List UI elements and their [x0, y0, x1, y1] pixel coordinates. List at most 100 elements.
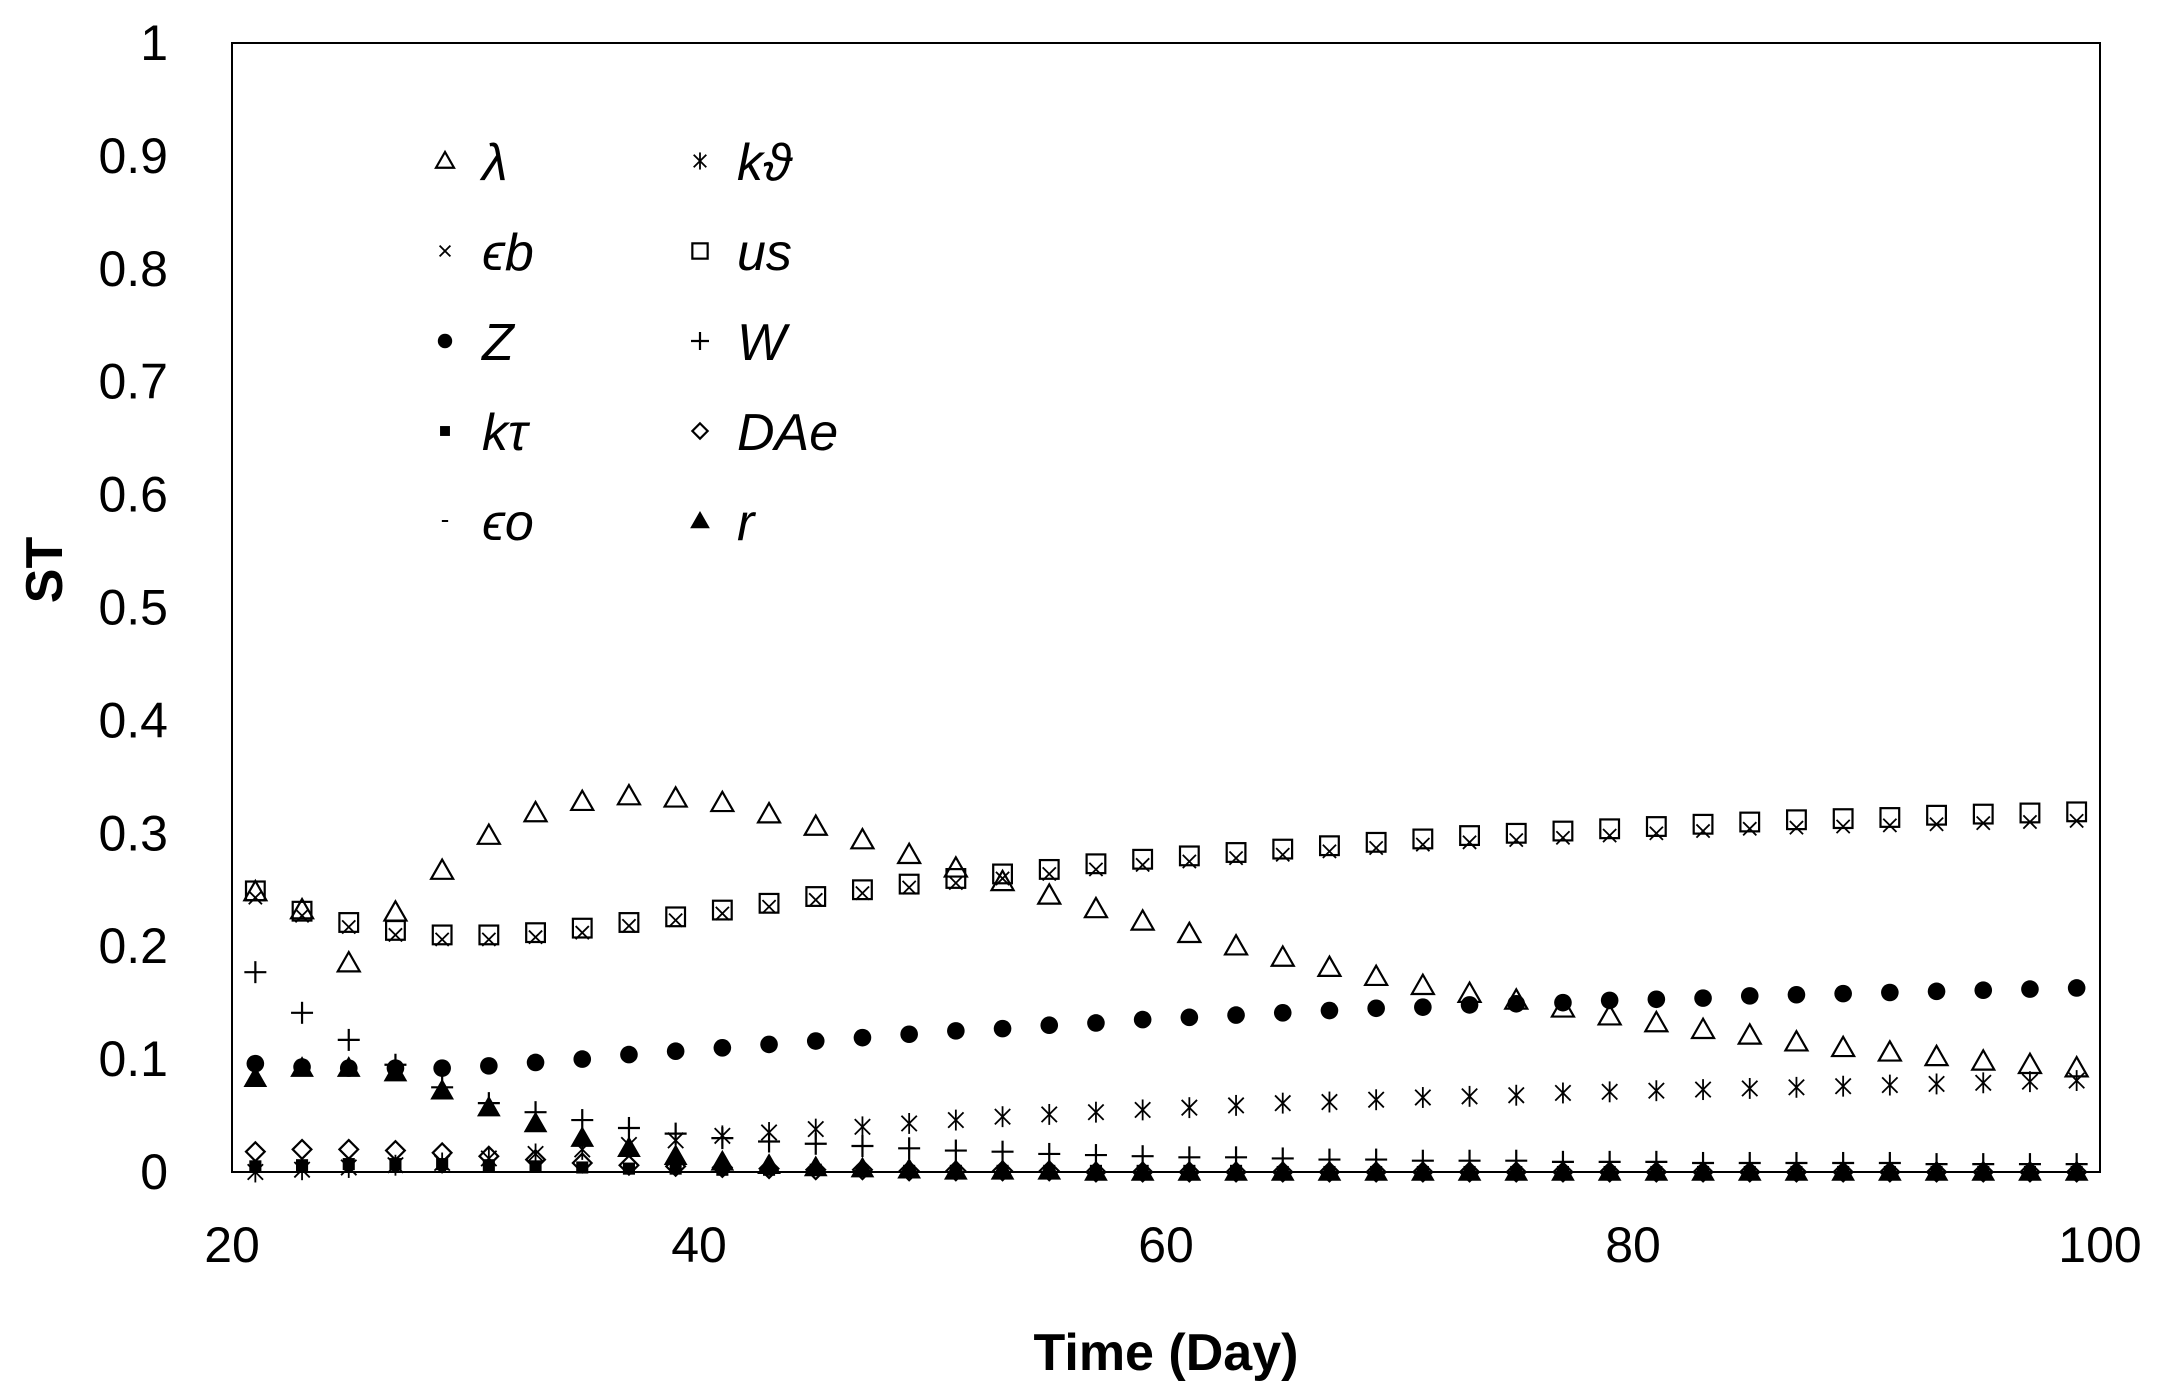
- x-tick-label: 60: [1138, 1217, 1194, 1273]
- data-point: [1974, 981, 1993, 1000]
- data-point: [1785, 809, 1807, 831]
- data-point: [808, 892, 823, 908]
- y-tick-label: 0.8: [98, 241, 168, 297]
- data-point: [476, 1095, 501, 1117]
- data-point: [524, 1148, 547, 1171]
- y-axis-ticks: 0 0.1 0.2 0.3 0.4 0.5 0.6 0.7 0.8 0.9 1: [98, 15, 168, 1200]
- data-point: [1925, 1161, 1948, 1183]
- data-point: [1876, 1039, 1903, 1062]
- data-point: [1365, 831, 1387, 853]
- data-point: [620, 1045, 638, 1064]
- data-point: [1176, 920, 1203, 944]
- data-point: [526, 1053, 545, 1072]
- y-tick-label: 0.7: [98, 354, 168, 410]
- data-point: [1461, 1085, 1478, 1107]
- legend-label: λ: [479, 134, 508, 192]
- data-point: [616, 782, 642, 806]
- data-point: [989, 868, 1016, 892]
- data-point: [617, 1116, 640, 1139]
- data-point: [1130, 1159, 1155, 1181]
- data-point: [618, 912, 640, 933]
- data-point: [569, 788, 596, 812]
- data-point: [1882, 818, 1898, 833]
- legend-item: ϵo: [441, 494, 534, 552]
- data-point: [1273, 1004, 1292, 1022]
- data-point: [1321, 1091, 1338, 1113]
- data-point: [1877, 1159, 1902, 1181]
- data-point: [803, 1155, 828, 1177]
- x-tick-label: 40: [671, 1217, 727, 1273]
- data-point: [1788, 1076, 1805, 1098]
- data-point: [1972, 803, 1994, 825]
- legend-marker: [690, 421, 710, 441]
- data-point: [389, 1158, 402, 1171]
- data-point: [713, 1039, 732, 1057]
- data-point: [1223, 932, 1249, 956]
- legend-label: DAe: [737, 404, 838, 462]
- data-point: [665, 906, 687, 928]
- data-point: [1365, 1161, 1388, 1183]
- data-point: [433, 1059, 451, 1077]
- data-point: [1601, 1081, 1618, 1103]
- data-point: [1881, 983, 1899, 1002]
- legend-marker: [691, 242, 709, 260]
- legend-item: DAe: [690, 404, 838, 462]
- data-point: [1410, 1159, 1435, 1181]
- data-point: [1457, 1159, 1482, 1181]
- data-point: [901, 880, 917, 895]
- data-point: [384, 1139, 407, 1162]
- y-axis-title: ST: [16, 537, 74, 604]
- data-point: [1132, 848, 1154, 870]
- data-point: [1038, 858, 1060, 880]
- data-point: [290, 1056, 314, 1077]
- data-point: [802, 813, 829, 836]
- data-point: [760, 1035, 778, 1054]
- legend-label: ϵb: [482, 224, 534, 282]
- data-point: [246, 1054, 265, 1073]
- data-point: [1367, 1089, 1385, 1111]
- data-point: [1554, 1082, 1572, 1104]
- data-point: [947, 1109, 965, 1131]
- data-point: [1690, 1016, 1716, 1040]
- series-6: [244, 961, 2088, 1176]
- data-point: [1178, 1161, 1201, 1183]
- data-point: [993, 1019, 1012, 1038]
- data-point: [1507, 994, 1526, 1013]
- data-point: [383, 1060, 408, 1082]
- data-point: [805, 886, 827, 907]
- data-point: [1036, 882, 1063, 905]
- data-point: [1270, 1159, 1295, 1181]
- legend-item: r: [690, 494, 757, 552]
- data-point: [571, 917, 593, 939]
- data-point: [1505, 822, 1527, 844]
- data-point: [1225, 1161, 1247, 1183]
- data-point: [1834, 1075, 1852, 1097]
- data-point: [668, 912, 683, 928]
- data-point: [289, 896, 315, 920]
- data-point: [385, 919, 406, 941]
- legend-item: W: [691, 314, 791, 372]
- x-tick-label: 80: [1605, 1217, 1661, 1273]
- data-point: [335, 949, 362, 973]
- data-point: [1694, 1079, 1712, 1101]
- legend-marker: [693, 152, 707, 170]
- data-point: [1600, 991, 1619, 1010]
- data-point: [1459, 825, 1480, 847]
- data-point: [1364, 1159, 1389, 1181]
- data-point: [1598, 1161, 1621, 1183]
- data-point: [1269, 944, 1296, 967]
- data-point: [1924, 1159, 1949, 1181]
- data-point: [243, 1066, 268, 1088]
- data-point: [1317, 1159, 1342, 1181]
- data-point: [1928, 1073, 1945, 1095]
- y-tick-label: 0.3: [98, 805, 168, 861]
- data-point: [1741, 1078, 1759, 1099]
- data-point: [617, 1136, 641, 1158]
- data-point: [943, 1158, 968, 1180]
- data-point: [1694, 989, 1712, 1007]
- data-point: [2019, 802, 2041, 824]
- data-point: [1691, 1159, 1715, 1181]
- data-point: [945, 868, 967, 889]
- data-point: [898, 1137, 921, 1160]
